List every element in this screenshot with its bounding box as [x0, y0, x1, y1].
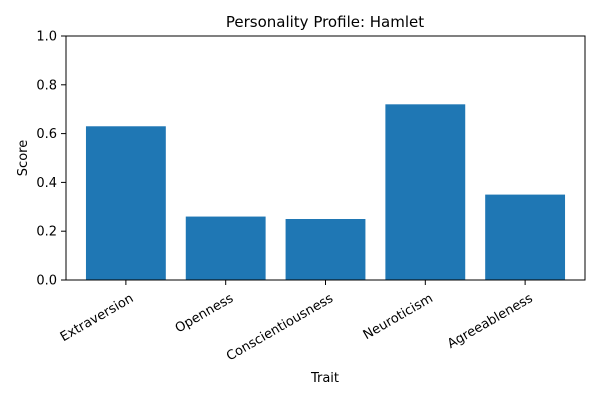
- y-axis-ticks: 0.0 0.2 0.4 0.6 0.8 1.0: [36, 30, 66, 289]
- x-tick-label-conscientiousness: Conscientiousness: [224, 291, 336, 364]
- bar-extraversion: [85, 126, 166, 280]
- y-axis-label: Score: [16, 140, 31, 176]
- y-tick-label: 0.6: [36, 127, 57, 142]
- y-tick-label: 0.4: [36, 176, 57, 191]
- y-tick-label: 0.8: [36, 78, 57, 93]
- x-tick-label-agreeableness: Agreeableness: [445, 291, 536, 352]
- y-tick-label: 0.0: [36, 274, 57, 289]
- x-axis-label: Trait: [310, 371, 339, 386]
- bar-agreeableness: [485, 194, 566, 280]
- plot-frame: [65, 35, 586, 281]
- x-tick-label-neuroticism: Neuroticism: [361, 291, 436, 343]
- y-tick-label: 1.0: [36, 30, 57, 45]
- chart-title: Personality Profile: Hamlet: [226, 13, 424, 31]
- y-tick-label: 0.2: [36, 225, 57, 240]
- bars-group: [85, 104, 566, 280]
- bar-openness: [185, 216, 266, 280]
- bar-neuroticism: [385, 104, 466, 280]
- x-tick-label-openness: Openness: [173, 291, 237, 336]
- x-tick-label-extraversion: Extraversion: [58, 291, 136, 345]
- bar-conscientiousness: [285, 219, 366, 280]
